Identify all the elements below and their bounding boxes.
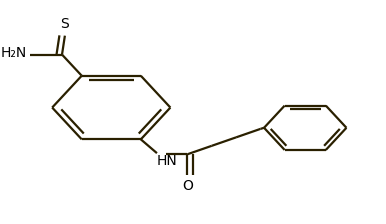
- Text: S: S: [61, 17, 69, 31]
- Text: H₂N: H₂N: [1, 46, 27, 60]
- Text: HN: HN: [156, 154, 177, 168]
- Text: O: O: [182, 179, 193, 194]
